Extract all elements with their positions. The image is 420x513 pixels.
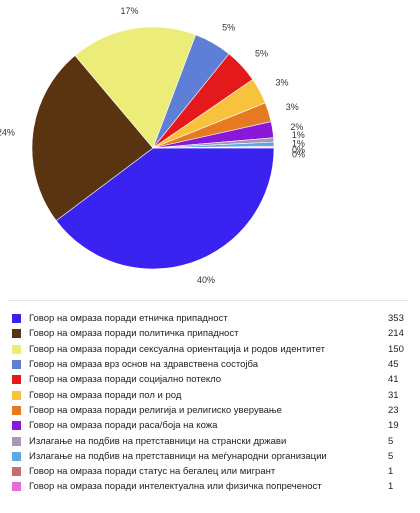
legend-swatch bbox=[12, 344, 21, 354]
legend-swatch bbox=[12, 360, 21, 370]
legend-swatch bbox=[12, 390, 21, 400]
pie-percent-label: 0% bbox=[292, 145, 305, 155]
pie-percent-label: 1% bbox=[292, 130, 305, 140]
legend-item: Излагање на подбив на претставници на ме… bbox=[12, 449, 410, 464]
legend-label: Излагање на подбив на претставници на ст… bbox=[29, 435, 287, 447]
legend-divider bbox=[8, 300, 408, 301]
pie-percent-label: 0% bbox=[292, 150, 305, 160]
pie-percent-label: 3% bbox=[276, 77, 289, 87]
legend-label: Говор на омраза поради политичка припадн… bbox=[29, 328, 239, 340]
legend-swatch bbox=[12, 467, 21, 477]
legend-item: Говор на омраза поради пол и род 31 bbox=[12, 387, 410, 402]
pie-chart: 40%24%17%5%5%3%3%2%1%1%0%0% bbox=[0, 6, 305, 285]
legend-item: Говор на омраза поради статус на бегалец… bbox=[12, 464, 410, 479]
legend-count: 31 bbox=[388, 389, 399, 401]
legend-count: 19 bbox=[388, 420, 399, 432]
legend-swatch bbox=[12, 405, 21, 415]
legend-label: Говор на омраза поради етничка припаднос… bbox=[29, 313, 228, 325]
pie-percent-labels: 40%24%17%5%5%3%3%2%1%1%0%0% bbox=[0, 6, 305, 285]
legend-label: Говор на омраза поради пол и род bbox=[29, 389, 182, 401]
legend-count: 1 bbox=[388, 481, 394, 493]
legend-swatch bbox=[12, 314, 21, 324]
legend-item: Говор на омраза врз основ на здравствена… bbox=[12, 357, 410, 372]
legend-count: 41 bbox=[388, 374, 399, 386]
pie-slice bbox=[152, 146, 275, 149]
pie-percent-label: 2% bbox=[290, 122, 303, 132]
legend-count: 5 bbox=[388, 450, 394, 462]
legend-swatch bbox=[12, 421, 21, 431]
legend-item: Говор на омраза поради сексуална ориента… bbox=[12, 342, 410, 357]
pie-slice bbox=[55, 147, 275, 270]
legend-label: Говор на омраза поради статус на бегалец… bbox=[29, 466, 276, 478]
legend-item: Говор на омраза поради религија и религи… bbox=[12, 403, 410, 418]
legend-count: 353 bbox=[388, 313, 404, 325]
pie-percent-label: 24% bbox=[0, 127, 15, 137]
legend-count: 150 bbox=[388, 343, 404, 355]
legend-label: Говор на омраза поради социјално потекло bbox=[29, 374, 222, 386]
pie-percent-label: 17% bbox=[120, 6, 138, 16]
legend-item: Говор на омраза поради социјално потекло… bbox=[12, 372, 410, 387]
pie-percent-label: 5% bbox=[222, 22, 235, 32]
pie-slice bbox=[74, 26, 197, 149]
legend-label: Говор на омраза врз основ на здравствена… bbox=[29, 359, 259, 371]
pie-percent-label: 3% bbox=[286, 102, 299, 112]
legend-swatch bbox=[12, 451, 21, 461]
legend-label: Говор на омраза поради религија и религи… bbox=[29, 404, 282, 416]
legend-label: Излагање на подбив на претставници на ме… bbox=[29, 450, 327, 462]
pie-slices bbox=[31, 26, 275, 270]
legend-item: Говор на омраза поради етничка припаднос… bbox=[12, 311, 410, 326]
legend: Говор на омраза поради етничка припаднос… bbox=[12, 311, 410, 495]
legend-swatch bbox=[12, 329, 21, 339]
pie-percent-label: 40% bbox=[197, 275, 215, 285]
legend-count: 5 bbox=[388, 435, 394, 447]
legend-item: Говор на омраза поради политичка припадн… bbox=[12, 326, 410, 341]
legend-label: Говор на омраза поради интелектуална или… bbox=[29, 481, 322, 493]
legend-label: Говор на омраза поради сексуална ориента… bbox=[29, 343, 325, 355]
legend-count: 45 bbox=[388, 359, 399, 371]
legend-item: Говор на омраза поради раса/боја на кожа… bbox=[12, 418, 410, 433]
legend-item: Говор на омраза поради интелектуална или… bbox=[12, 479, 410, 494]
legend-count: 23 bbox=[388, 404, 399, 416]
legend-label: Говор на омраза поради раса/боја на кожа bbox=[29, 420, 218, 432]
pie-percent-label: 5% bbox=[255, 49, 268, 59]
legend-swatch bbox=[12, 482, 21, 492]
legend-swatch bbox=[12, 375, 21, 385]
legend-swatch bbox=[12, 436, 21, 446]
pie-slice bbox=[31, 55, 154, 222]
legend-count: 1 bbox=[388, 466, 394, 478]
legend-count: 214 bbox=[388, 328, 404, 340]
legend-item: Излагање на подбив на претставници на ст… bbox=[12, 433, 410, 448]
pie-percent-label: 1% bbox=[292, 139, 305, 149]
